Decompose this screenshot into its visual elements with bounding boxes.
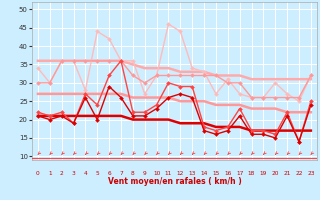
X-axis label: Vent moyen/en rafales ( km/h ): Vent moyen/en rafales ( km/h )	[108, 178, 241, 186]
